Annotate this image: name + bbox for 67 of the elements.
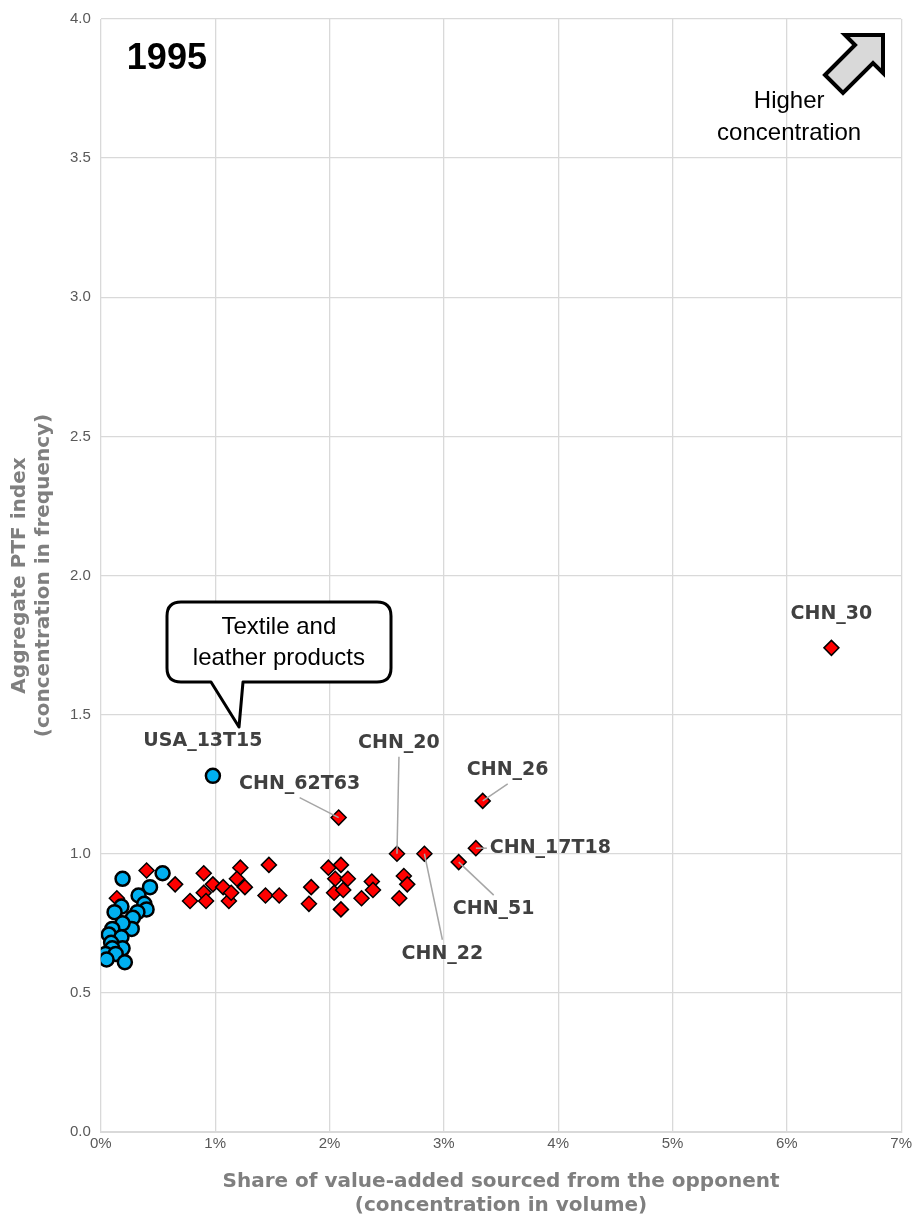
- point: [332, 901, 350, 918]
- point: [228, 870, 246, 888]
- point: [154, 864, 171, 882]
- x-axis-title: Share of value-added sourced from the opponent (concentration in volume): [222, 1168, 780, 1217]
- point: [270, 887, 288, 904]
- point: [232, 859, 249, 876]
- y-tick-label: 4.0: [69, 9, 91, 27]
- point: [320, 859, 337, 876]
- point: [204, 767, 222, 785]
- annotation: Textile and leather products: [191, 610, 366, 672]
- annotation: CHN_51: [452, 896, 535, 920]
- point: [257, 887, 274, 904]
- annotation: CHN_26: [466, 756, 549, 780]
- point: [450, 853, 467, 871]
- point: [364, 881, 382, 899]
- annotation: CHN_22: [401, 940, 484, 964]
- point: [332, 856, 350, 874]
- point: [195, 864, 212, 882]
- y-tick-label: 1.5: [69, 704, 91, 722]
- x-tick-label: 7%: [890, 1134, 912, 1152]
- point: [353, 890, 370, 907]
- point: [300, 895, 318, 913]
- point: [823, 639, 840, 657]
- x-tick-label: 4%: [547, 1134, 570, 1152]
- y-tick-label: 1.0: [69, 843, 91, 861]
- point: [339, 870, 357, 888]
- y-tick-label: 0.5: [69, 983, 91, 1001]
- annotation: CHN_20: [358, 729, 440, 753]
- point: [330, 809, 347, 826]
- y-axis-title: Aggregate PTF index (concentration in frequency): [6, 413, 55, 738]
- y-tick-label: 2.0: [69, 565, 91, 583]
- speech-bubble: Textile and leather products: [164, 599, 393, 730]
- point: [260, 856, 278, 874]
- point: [222, 884, 240, 901]
- point: [236, 878, 254, 896]
- annotation: CHN_30: [790, 600, 873, 624]
- point: [138, 862, 155, 879]
- point: [166, 876, 184, 893]
- point: [197, 892, 215, 910]
- point: [106, 903, 123, 921]
- y-tick-label: 2.5: [69, 426, 91, 444]
- x-tick-label: 5%: [661, 1134, 684, 1152]
- annotation: Higher concentration: [717, 85, 862, 145]
- x-tick-label: 0%: [90, 1134, 112, 1152]
- point: [416, 845, 433, 862]
- annotation: CHN_62T63: [239, 770, 361, 794]
- point: [100, 951, 115, 968]
- annotation: CHN_17T18: [489, 835, 611, 859]
- point: [114, 870, 131, 888]
- x-tick-label: 2%: [318, 1134, 341, 1152]
- y-tick-label: 3.5: [69, 148, 91, 166]
- point: [474, 792, 491, 810]
- point: [181, 892, 199, 910]
- point: [399, 876, 416, 893]
- text: 1995: [126, 35, 207, 77]
- annotation: USA_13T15: [143, 727, 263, 751]
- point: [141, 878, 159, 896]
- point: [116, 954, 134, 971]
- y-tick-label: 0.0: [69, 1122, 91, 1140]
- point: [302, 878, 320, 896]
- point: [334, 881, 352, 899]
- point: [326, 870, 344, 888]
- y-tick-label: 3.0: [69, 287, 91, 305]
- point: [391, 890, 408, 907]
- x-tick-label: 6%: [775, 1134, 798, 1152]
- x-tick-label: 3%: [433, 1134, 455, 1152]
- x-tick-label: 1%: [204, 1134, 227, 1152]
